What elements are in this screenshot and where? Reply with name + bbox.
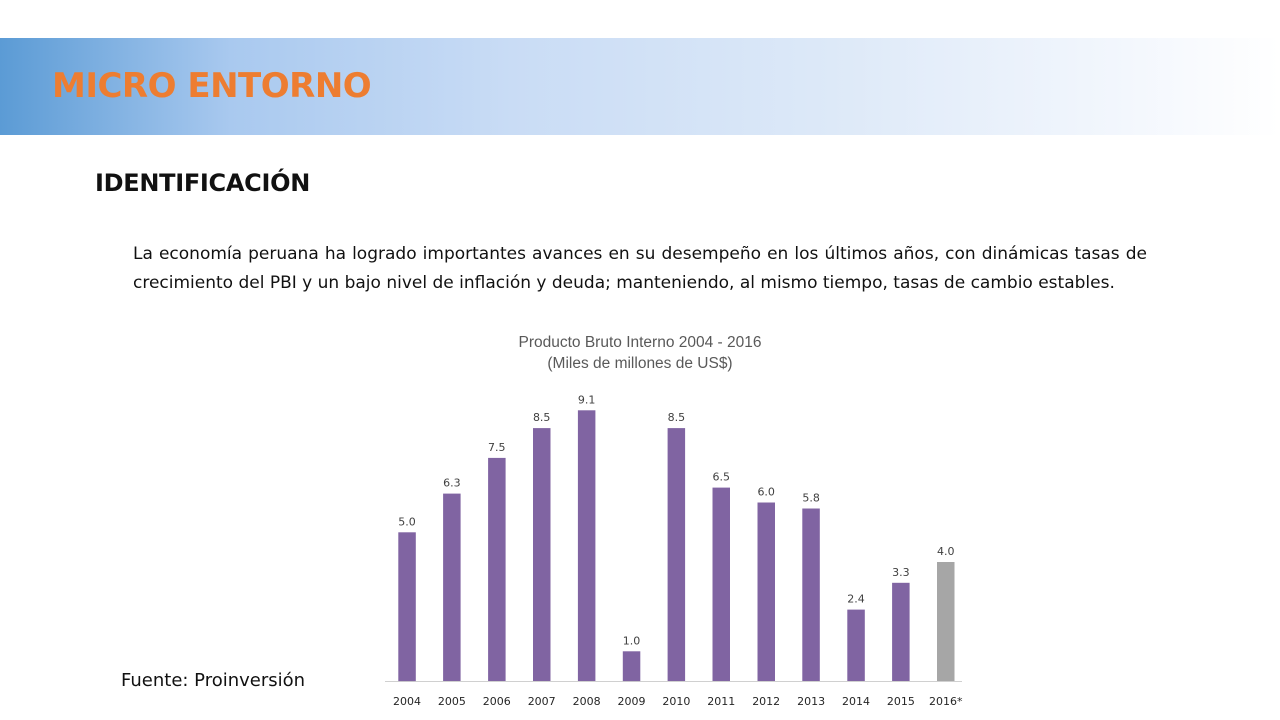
x-tick-label-2013: 2013	[797, 695, 825, 708]
data-label-2016: 4.0	[937, 545, 955, 558]
x-tick-label-2010: 2010	[662, 695, 690, 708]
x-tick-label-2014: 2014	[842, 695, 870, 708]
x-tick-label-2011: 2011	[707, 695, 735, 708]
x-tick-label-2016: 2016*	[929, 695, 963, 708]
x-tick-label-2004: 2004	[393, 695, 421, 708]
bar-2013	[802, 508, 820, 681]
bar-2010	[667, 428, 686, 681]
chart-subtitle: (Miles de millones de US$)	[547, 355, 733, 372]
x-tick-label-2009: 2009	[618, 695, 646, 708]
data-label-2013: 5.8	[802, 492, 820, 505]
data-label-2008: 9.1	[578, 393, 596, 406]
bar-2014	[847, 609, 865, 681]
bar-2004	[398, 532, 416, 682]
x-tick-label-2007: 2007	[528, 695, 556, 708]
bar-2016	[937, 562, 955, 681]
bar-2015	[892, 582, 910, 681]
data-label-2014: 2.4	[847, 593, 865, 606]
data-label-2015: 3.3	[892, 566, 910, 579]
x-tick-label-2005: 2005	[438, 695, 466, 708]
data-label-2009: 1.0	[623, 634, 641, 647]
bar-2008	[577, 410, 596, 681]
data-label-2004: 5.0	[398, 515, 416, 528]
bar-2012	[757, 502, 775, 681]
data-label-2012: 6.0	[757, 486, 775, 499]
x-tick-label-2012: 2012	[752, 695, 780, 708]
slide-title: MICRO ENTORNO	[52, 66, 372, 106]
section-heading: IDENTIFICACIÓN	[95, 169, 310, 197]
title-banner	[0, 38, 1280, 135]
data-label-2007: 8.5	[533, 411, 551, 424]
body-paragraph: La economía peruana ha logrado important…	[133, 244, 1147, 293]
bar-2005	[443, 493, 461, 681]
bar-2007	[533, 428, 551, 681]
bar-2011	[712, 487, 730, 681]
data-label-2011: 6.5	[713, 471, 731, 484]
x-tick-label-2006: 2006	[483, 695, 511, 708]
data-label-2006: 7.5	[488, 441, 506, 454]
chart-title-block: Producto Bruto Interno 2004 - 2016 (Mile…	[440, 332, 840, 374]
bar-2006	[488, 457, 506, 681]
x-tick-label-2008: 2008	[573, 695, 601, 708]
data-label-2005: 6.3	[443, 477, 461, 490]
chart-title: Producto Bruto Interno 2004 - 2016	[518, 334, 762, 351]
bar-2009	[622, 651, 641, 682]
x-tick-label-2015: 2015	[887, 695, 915, 708]
source-note: Fuente: Proinversión	[121, 670, 306, 691]
data-label-2010: 8.5	[668, 411, 686, 424]
